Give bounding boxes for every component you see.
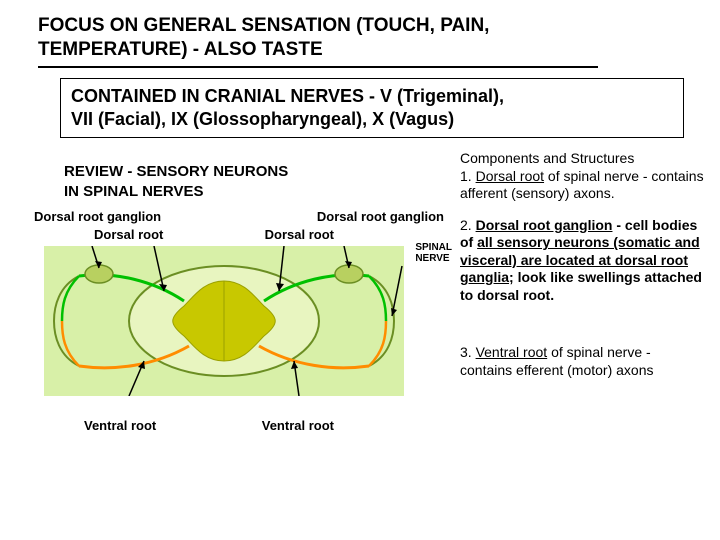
title-line-2: TEMPERATURE) - ALSO TASTE	[38, 39, 323, 60]
item1-prefix: 1.	[460, 168, 476, 184]
cranial-nerves-box: CONTAINED IN CRANIAL NERVES - V (Trigemi…	[60, 78, 684, 139]
item2-term: Dorsal root ganglion	[476, 217, 613, 233]
spinal-nerve-2: NERVE	[415, 253, 449, 264]
review-line-1: REVIEW - SENSORY NEURONS	[64, 163, 288, 180]
components-heading: Components and Structures	[460, 150, 634, 166]
label-dorsal-root-ganglion-right: Dorsal root ganglion	[317, 209, 444, 224]
review-heading: REVIEW - SENSORY NEURONS IN SPINAL NERVE…	[64, 162, 454, 201]
spinal-nerve-1: SPINAL	[415, 242, 452, 253]
components-column: Components and Structures 1. Dorsal root…	[454, 150, 704, 433]
item3-prefix: 3.	[460, 344, 476, 360]
item2-prefix: 2.	[460, 217, 476, 233]
label-dorsal-root-left: Dorsal root	[94, 227, 163, 242]
label-dorsal-root-right: Dorsal root	[265, 227, 334, 242]
label-dorsal-root-ganglion-left: Dorsal root ganglion	[34, 209, 161, 224]
components-item-3: 3. Ventral root of spinal nerve - contai…	[460, 344, 704, 379]
item1-term: Dorsal root	[476, 168, 544, 184]
boxed-line-1: CONTAINED IN CRANIAL NERVES - V (Trigemi…	[71, 86, 504, 106]
label-spinal-nerve: SPINAL NERVE	[415, 242, 452, 264]
review-line-2: IN SPINAL NERVES	[64, 183, 203, 200]
boxed-line-2: VII (Facial), IX (Glossopharyngeal), X (…	[71, 109, 454, 129]
diagram-column: REVIEW - SENSORY NEURONS IN SPINAL NERVE…	[34, 150, 454, 433]
components-item-1: Components and Structures 1. Dorsal root…	[460, 150, 704, 203]
item3-term: Ventral root	[476, 344, 548, 360]
spinal-cord-diagram	[44, 246, 404, 396]
components-item-2: 2. Dorsal root ganglion - cell bodies of…	[460, 217, 704, 305]
label-ventral-root-left: Ventral root	[84, 418, 156, 433]
title-line-1: FOCUS ON GENERAL SENSATION (TOUCH, PAIN,	[38, 15, 489, 36]
label-ventral-root-right: Ventral root	[262, 418, 334, 433]
title-underline	[38, 66, 598, 68]
